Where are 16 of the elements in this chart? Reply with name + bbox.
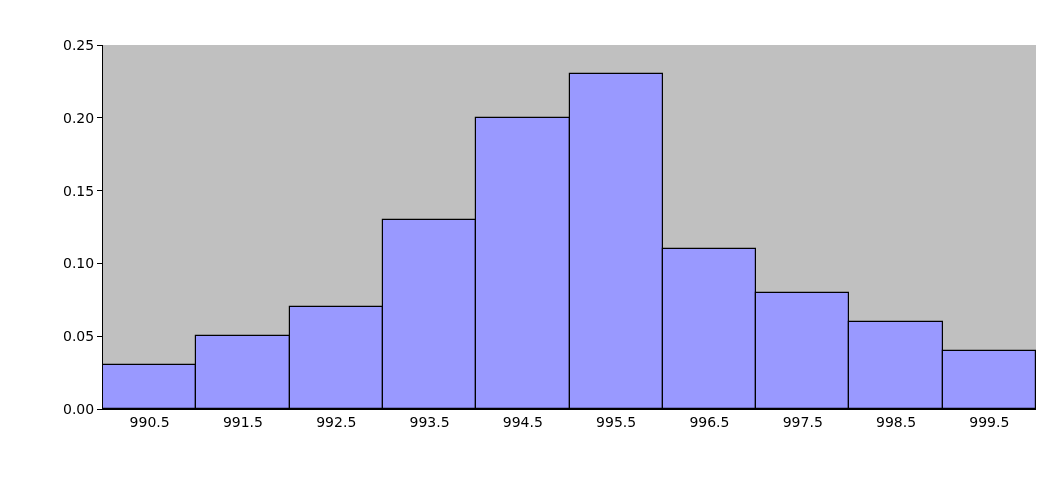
y-tick-label: 0.25 [63, 36, 95, 53]
x-tick-label: 998.5 [876, 413, 917, 430]
x-tick-label: 993.5 [409, 413, 450, 430]
x-tick-label: 994.5 [502, 413, 543, 430]
y-tick-label: 0.20 [63, 109, 95, 126]
x-tick-label: 992.5 [316, 413, 357, 430]
x-tick-label: 996.5 [689, 413, 730, 430]
y-tick-label: 0.05 [63, 328, 95, 345]
y-tick-label: 0.00 [63, 400, 95, 417]
y-tick-label: 0.15 [63, 182, 95, 199]
x-tick-label: 990.5 [129, 413, 170, 430]
x-tick-label: 991.5 [222, 413, 263, 430]
x-tick-label: 995.5 [596, 413, 637, 430]
x-tick-label: 999.5 [969, 413, 1010, 430]
x-tick-label: 997.5 [782, 413, 823, 430]
y-tick-label: 0.10 [63, 255, 95, 272]
